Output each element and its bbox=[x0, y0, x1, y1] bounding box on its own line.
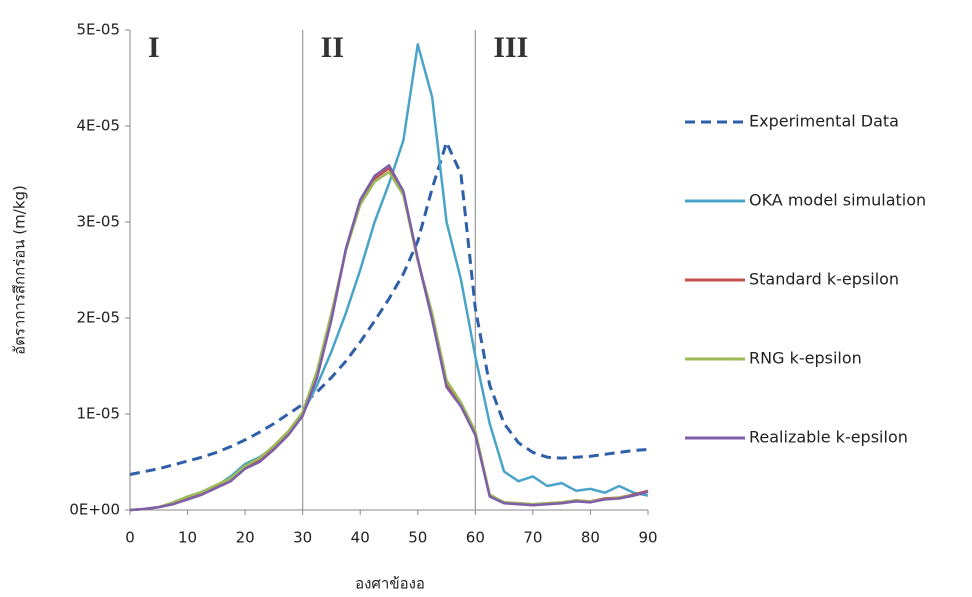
x-axis-title: องศาข้องอ bbox=[355, 575, 425, 593]
x-tick-label: 20 bbox=[236, 529, 255, 547]
x-tick-label: 60 bbox=[466, 529, 485, 547]
y-tick-label: 2E-05 bbox=[76, 309, 120, 327]
x-tick-label: 10 bbox=[178, 529, 197, 547]
x-tick-label: 30 bbox=[293, 529, 312, 547]
x-tick-label: 50 bbox=[408, 529, 427, 547]
region-label: II bbox=[321, 31, 344, 64]
series-line bbox=[129, 140, 649, 476]
legend-label: OKA model simulation bbox=[749, 191, 926, 210]
x-tick-label: 40 bbox=[351, 529, 370, 547]
legend-label: Experimental Data bbox=[749, 112, 899, 131]
region-label: III bbox=[493, 31, 528, 64]
legend-label: RNG k-epsilon bbox=[749, 349, 862, 368]
region-label: I bbox=[148, 31, 160, 64]
legend-label: Standard k-epsilon bbox=[749, 270, 899, 289]
y-axis-title: อัตราการสึกกร่อน (m/kg) bbox=[11, 185, 29, 355]
legend-label: Realizable k-epsilon bbox=[749, 428, 908, 447]
x-tick-label: 80 bbox=[581, 529, 600, 547]
y-tick-label: 0E+00 bbox=[69, 501, 120, 519]
y-tick-label: 3E-05 bbox=[76, 213, 120, 231]
y-tick-label: 1E-05 bbox=[76, 405, 120, 423]
x-tick-label: 0 bbox=[125, 529, 135, 547]
series-line bbox=[129, 43, 649, 512]
series-line bbox=[129, 164, 649, 512]
x-tick-label: 70 bbox=[523, 529, 542, 547]
y-tick-label: 4E-05 bbox=[76, 117, 120, 135]
series-line bbox=[129, 170, 649, 512]
y-tick-label: 5E-05 bbox=[76, 21, 120, 39]
x-tick-label: 90 bbox=[638, 529, 657, 547]
series-line bbox=[129, 166, 649, 512]
